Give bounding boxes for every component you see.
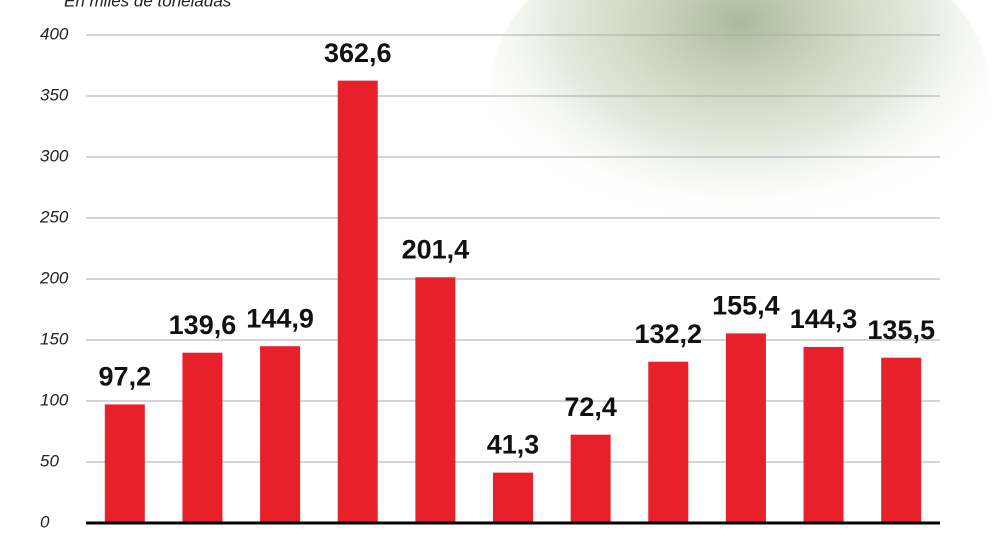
bar [570,434,611,523]
value-label: 132,2 [634,319,702,349]
value-label: 97,2 [99,362,152,392]
y-tick-label: 150 [40,329,69,348]
bar [803,346,844,523]
value-label: 41,3 [487,430,540,460]
value-label: 362,6 [324,38,392,68]
y-tick-label: 350 [40,85,69,104]
value-label: 155,4 [712,291,780,321]
value-label: 135,5 [867,315,935,345]
y-tick-label: 50 [40,451,59,470]
value-label: 144,3 [790,304,858,334]
bar [725,333,766,523]
bar [881,357,922,523]
bar [337,80,378,524]
y-tick-label: 100 [40,390,69,409]
bar [104,404,145,523]
bar [648,361,689,523]
bar [493,472,533,523]
y-tick-label: 300 [40,146,69,165]
y-tick-label: 400 [40,24,69,43]
y-tick-label: 0 [40,512,50,531]
value-label: 201,4 [402,234,470,264]
y-tick-label: 200 [39,268,69,287]
background-image [490,0,990,260]
value-label: 72,4 [564,392,617,422]
bar [182,352,223,523]
chart-subtitle: En miles de toneladas [64,0,232,10]
value-label: 144,9 [246,303,314,333]
y-tick-label: 250 [39,207,69,226]
bar [260,346,301,523]
bar [415,277,456,523]
value-label: 139,6 [169,310,237,340]
